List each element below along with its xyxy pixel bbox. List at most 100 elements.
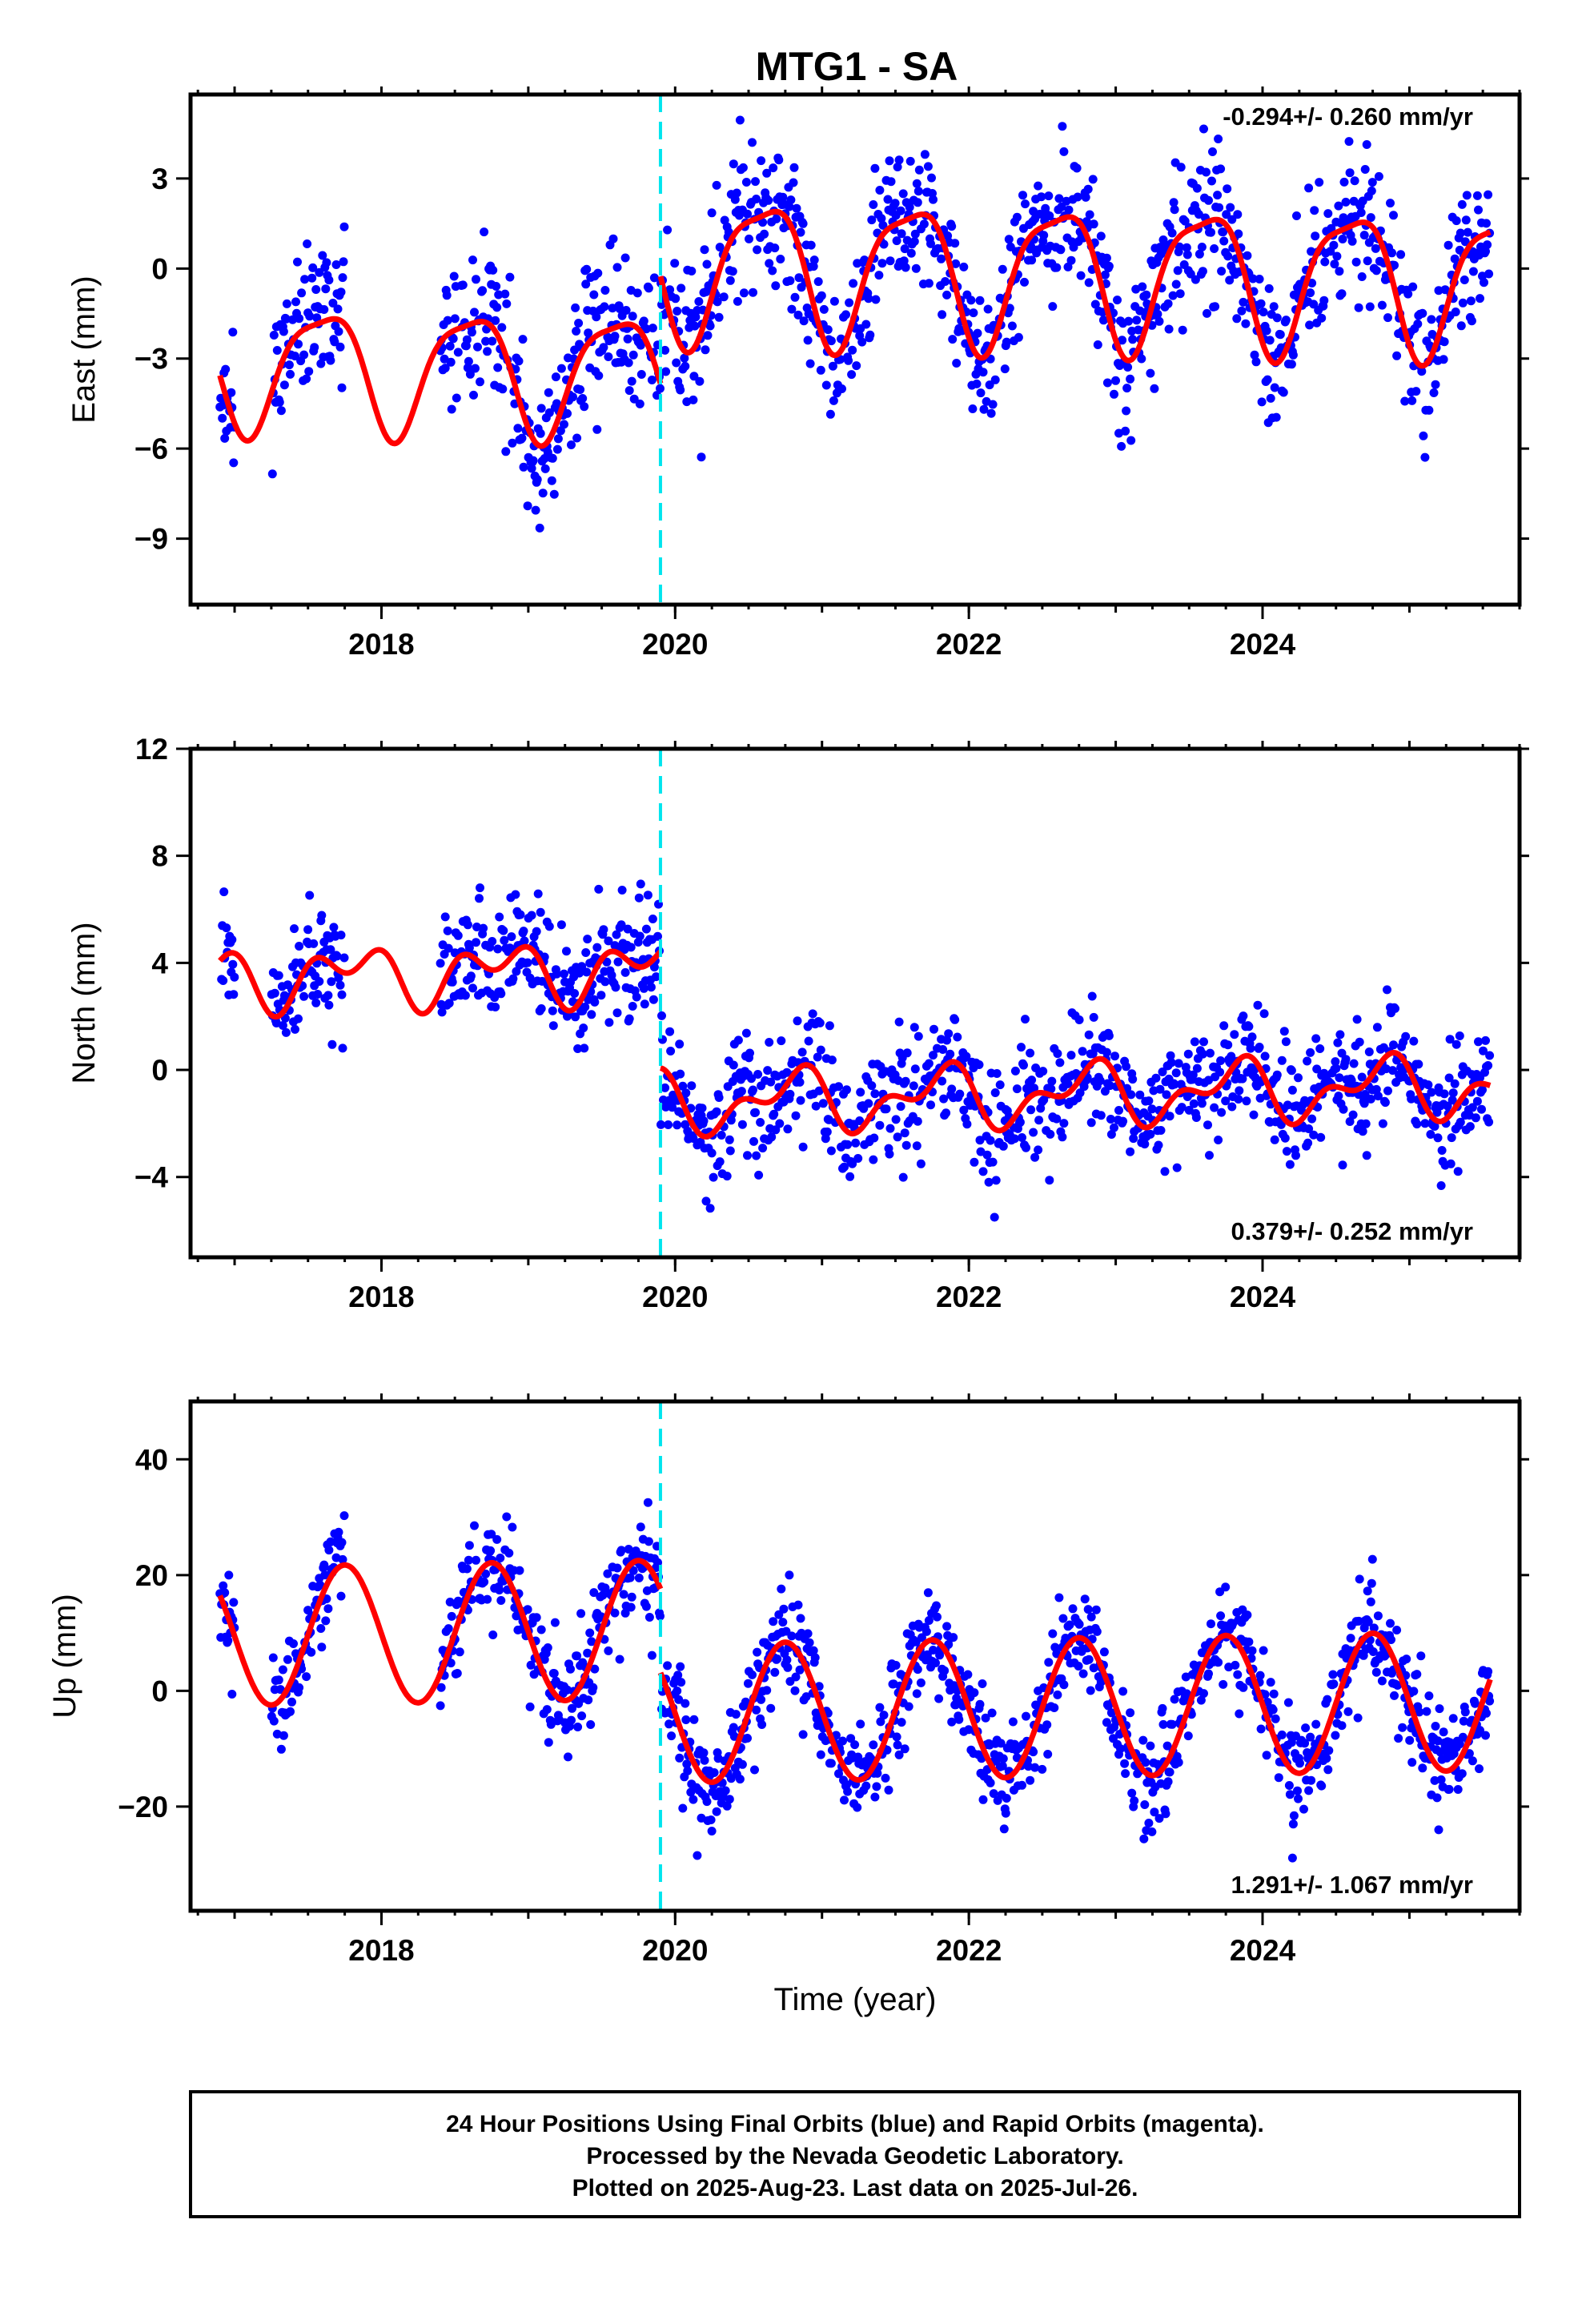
up-point [1233,1670,1243,1679]
north-point [749,1085,757,1095]
east-point [883,195,893,204]
east-point [1054,194,1064,203]
east-point [1223,184,1232,194]
north-point [1333,1038,1343,1047]
east-point [886,177,896,187]
east-point [334,327,343,336]
up-point [1424,1691,1434,1701]
north-point [916,1159,926,1168]
up-point [268,1653,278,1663]
up-point [1048,1629,1058,1638]
up-point [912,1689,921,1699]
north-point [290,924,299,934]
north-point [1270,1135,1279,1144]
up-point [447,1611,456,1621]
east-point [1483,240,1492,250]
north-point [1022,1143,1030,1152]
up-point [1269,1689,1279,1699]
east-point [1219,227,1228,237]
north-point [599,925,608,935]
east-point [661,345,670,355]
up-point [753,1647,762,1657]
east-point [753,245,762,255]
up-y-axis-label: Up (mm) [47,1594,82,1719]
up-point [1283,1698,1293,1707]
north-point [1366,1094,1375,1104]
east-point [1153,309,1162,319]
north-point [227,935,237,944]
up-point [453,1596,463,1606]
north-point [707,1148,717,1158]
up-point [667,1731,677,1741]
east-point [608,234,618,243]
east-point [1104,261,1114,271]
east-point [1175,289,1185,299]
north-point [479,923,488,933]
east-point [787,304,797,314]
north-point [1126,1147,1135,1156]
east-point [1443,240,1453,250]
up-point [790,1686,800,1695]
up-point [1053,1690,1062,1699]
east-point [500,289,510,299]
north-point [327,977,336,987]
up-point [752,1705,761,1715]
north-point [1171,1068,1181,1078]
up-point [1434,1825,1443,1835]
north-point [984,1177,994,1187]
north-point [1259,1009,1269,1019]
up-point [626,1602,636,1612]
up-point [1204,1669,1213,1679]
north-point [536,907,545,917]
north-point [955,1089,965,1099]
east-point [279,380,289,390]
up-point [1322,1754,1331,1763]
north-point [491,1003,500,1011]
east-point [547,476,556,485]
east-point [720,215,729,225]
north-point [1230,1030,1239,1039]
east-point [966,296,976,305]
up-point [573,1723,583,1731]
north-point [1349,1059,1359,1068]
up-point [576,1609,586,1618]
east-plot-frame [188,92,1522,607]
east-point [1176,163,1186,172]
east-point [1178,325,1187,335]
east-point [473,342,482,352]
east-point [760,229,769,239]
north-point [219,887,229,897]
east-point [1407,396,1417,405]
east-point [1458,298,1468,308]
north-point [1444,1073,1454,1083]
up-point [1042,1720,1052,1730]
north-point [623,924,632,934]
up-point [590,1664,600,1674]
north-point [856,1088,865,1097]
up-point [1140,1800,1150,1809]
north-point [475,894,484,903]
east-point [488,265,498,275]
north-point [1361,1119,1371,1128]
east-point [861,320,871,329]
up-point [620,1608,630,1618]
north-point [995,1080,1005,1090]
east-point [785,202,794,211]
north-point [813,1052,822,1062]
up-point [1138,1735,1148,1745]
up-point [589,1588,599,1598]
east-point [1083,184,1093,194]
up-point [1367,1578,1376,1588]
up-point [894,1750,904,1759]
north-point [472,938,480,947]
up-point [1262,1751,1271,1760]
east-point [937,254,946,263]
up-point [1002,1794,1011,1803]
east-point [1035,209,1045,219]
east-point [813,277,823,287]
up-point [904,1702,913,1711]
east-point [1468,267,1478,276]
up-point [931,1659,940,1667]
north-point [1423,1080,1433,1090]
